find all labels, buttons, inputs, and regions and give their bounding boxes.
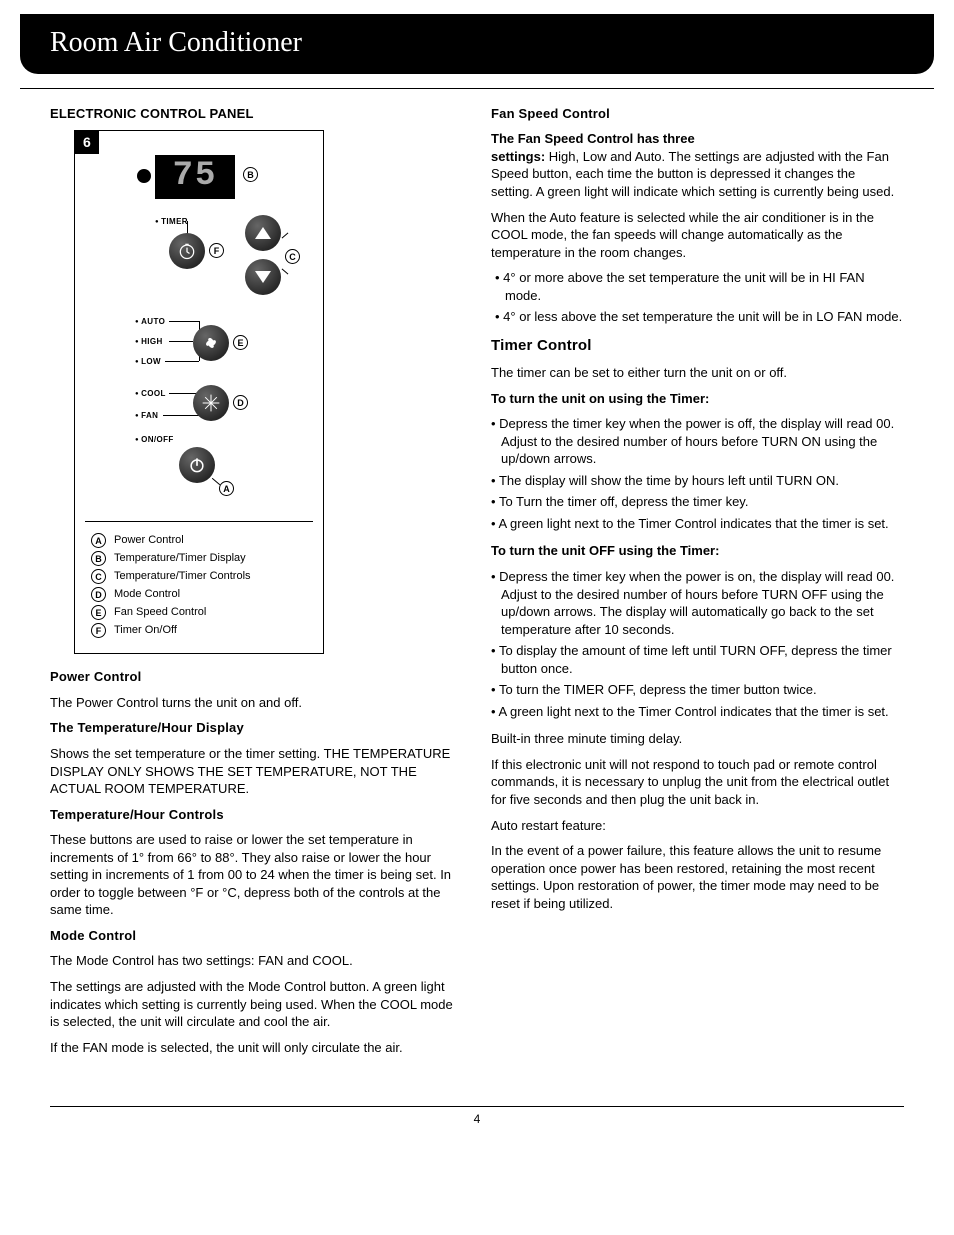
callout-a: A <box>219 481 234 496</box>
content-columns: ELECTRONIC CONTROL PANEL 6 75 B TIMER F <box>0 99 954 1094</box>
callout-b: B <box>243 167 258 182</box>
pointer-line <box>165 361 199 362</box>
label-onoff: ON/OFF <box>135 435 174 446</box>
legend-row: E Fan Speed Control <box>91 605 307 620</box>
legend-text: Power Control <box>114 533 184 548</box>
section-heading: Power Control <box>50 668 463 686</box>
sub-heading: To turn the unit OFF using the Timer: <box>491 542 904 560</box>
section-heading: Fan Speed Control <box>491 105 904 123</box>
temp-down-button <box>245 259 281 295</box>
body-text: When the Auto feature is selected while … <box>491 209 904 262</box>
pointer-line <box>212 478 220 485</box>
legend-text: Fan Speed Control <box>114 605 206 620</box>
list-item: To turn the TIMER OFF, depress the timer… <box>491 681 904 699</box>
list-item: Depress the timer key when the power is … <box>491 568 904 638</box>
body-text: The Fan Speed Control has three settings… <box>491 130 904 200</box>
body-text: The Power Control turns the unit on and … <box>50 694 463 712</box>
legend-letter: C <box>91 569 106 584</box>
temp-up-button <box>245 215 281 251</box>
legend-letter: B <box>91 551 106 566</box>
body-text: The settings are adjusted with the Mode … <box>50 978 463 1031</box>
list-item: The display will show the time by hours … <box>491 472 904 490</box>
legend-row: F Timer On/Off <box>91 623 307 638</box>
section-heading: Timer Control <box>491 336 904 356</box>
page-title: Room Air Conditioner <box>50 27 302 58</box>
pointer-line <box>169 341 193 342</box>
pointer-line <box>163 415 199 416</box>
legend-letter: E <box>91 605 106 620</box>
body-text: In the event of a power failure, this fe… <box>491 842 904 912</box>
legend-text: Temperature/Timer Controls <box>114 569 251 584</box>
section-heading: Temperature/Hour Controls <box>50 806 463 824</box>
right-column: Fan Speed Control The Fan Speed Control … <box>491 99 904 1064</box>
legend-row: A Power Control <box>91 533 307 548</box>
section-heading: Mode Control <box>50 927 463 945</box>
legend-letter: D <box>91 587 106 602</box>
section-heading: ELECTRONIC CONTROL PANEL <box>50 105 463 123</box>
legend-row: D Mode Control <box>91 587 307 602</box>
list-item: 4° or less above the set temperature the… <box>491 308 904 326</box>
timer-button <box>169 233 205 269</box>
callout-c: C <box>285 249 300 264</box>
body-text: The Mode Control has two settings: FAN a… <box>50 952 463 970</box>
list-item: A green light next to the Timer Control … <box>491 703 904 721</box>
chevron-down-icon <box>255 271 271 283</box>
control-panel-diagram: 6 75 B TIMER F C <box>74 130 324 654</box>
section-heading: The Temperature/Hour Display <box>50 719 463 737</box>
legend-letter: F <box>91 623 106 638</box>
list-item: To Turn the timer off, depress the timer… <box>491 493 904 511</box>
bullet-list: 4° or more above the set temperature the… <box>491 269 904 326</box>
legend-letter: A <box>91 533 106 548</box>
list-item: To display the amount of time left until… <box>491 642 904 677</box>
sub-heading: Auto restart feature: <box>491 817 904 835</box>
fan-icon <box>201 333 221 353</box>
body-text: The timer can be set to either turn the … <box>491 364 904 382</box>
legend-text: Mode Control <box>114 587 180 602</box>
page-number: 4 <box>0 1111 954 1145</box>
pointer-line <box>282 269 289 275</box>
panel-illustration: 75 B TIMER F C AUTO HIGH LOW <box>85 145 313 515</box>
footer-rule <box>50 1106 904 1107</box>
body-text: Shows the set temperature or the timer s… <box>50 745 463 798</box>
clock-icon <box>177 241 197 261</box>
power-icon <box>187 455 207 475</box>
callout-d: D <box>233 395 248 410</box>
label-fan: FAN <box>135 411 158 422</box>
page-header: Room Air Conditioner <box>20 14 934 74</box>
lcd-value: 75 <box>173 154 218 200</box>
pointer-line <box>169 321 199 322</box>
body-text: If the FAN mode is selected, the unit wi… <box>50 1039 463 1057</box>
bullet-list: Depress the timer key when the power is … <box>491 415 904 532</box>
body-text: Built-in three minute timing delay. <box>491 730 904 748</box>
label-high: HIGH <box>135 337 163 348</box>
label-cool: COOL <box>135 389 166 400</box>
pointer-line <box>282 233 289 239</box>
lcd-display: 75 <box>155 155 235 199</box>
left-column: ELECTRONIC CONTROL PANEL 6 75 B TIMER F <box>50 99 463 1064</box>
label-low: LOW <box>135 357 161 368</box>
legend-row: B Temperature/Timer Display <box>91 551 307 566</box>
label-timer: TIMER <box>155 217 188 228</box>
callout-e: E <box>233 335 248 350</box>
list-item: A green light next to the Timer Control … <box>491 515 904 533</box>
diagram-legend: A Power Control B Temperature/Timer Displa… <box>85 521 313 645</box>
body-text: If this electronic unit will not respond… <box>491 756 904 809</box>
list-item: 4° or more above the set temperature the… <box>491 269 904 304</box>
legend-row: C Temperature/Timer Controls <box>91 569 307 584</box>
snowflake-icon <box>201 393 221 413</box>
list-item: Depress the timer key when the power is … <box>491 415 904 468</box>
mode-button <box>193 385 229 421</box>
label-auto: AUTO <box>135 317 165 328</box>
legend-text: Temperature/Timer Display <box>114 551 246 566</box>
callout-f: F <box>209 243 224 258</box>
legend-text: Timer On/Off <box>114 623 177 638</box>
power-button <box>179 447 215 483</box>
body-text: These buttons are used to raise or lower… <box>50 831 463 919</box>
chevron-up-icon <box>255 227 271 239</box>
header-rule <box>20 88 934 89</box>
sub-heading: To turn the unit on using the Timer: <box>491 390 904 408</box>
fan-speed-button <box>193 325 229 361</box>
bullet-list: Depress the timer key when the power is … <box>491 568 904 720</box>
